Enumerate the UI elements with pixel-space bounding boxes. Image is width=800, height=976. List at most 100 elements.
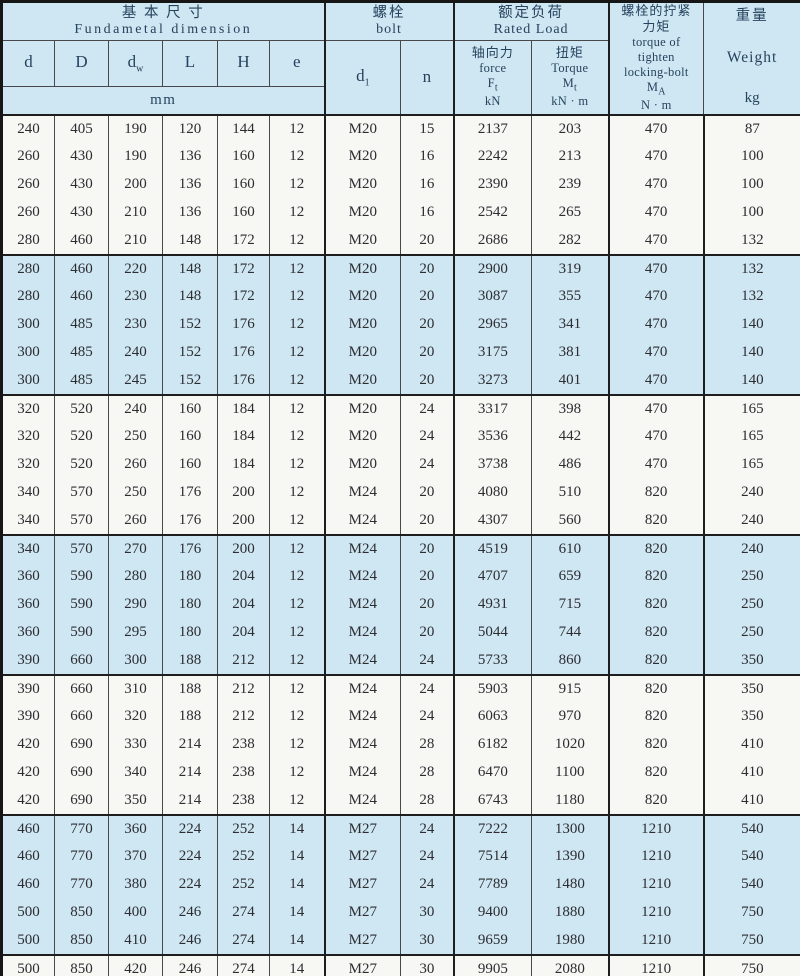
cell-e: 12 [268, 562, 325, 591]
force-unit: kN [484, 94, 501, 109]
cell-n: 20 [400, 282, 454, 311]
cell-D: 590 [54, 562, 109, 591]
cell-d1: M24 [323, 478, 401, 507]
cell-d1: M24 [323, 758, 401, 787]
cell-d: 420 [1, 758, 55, 787]
cell-n: 20 [400, 506, 454, 536]
cell-D: 770 [54, 870, 109, 899]
cell-torque-Mt-kNm: 510 [531, 478, 609, 507]
cell-locking-torque-MA-Nm: 470 [607, 422, 704, 451]
cell-L: 176 [162, 506, 218, 536]
cell-L: 136 [162, 198, 218, 227]
cell-d1: M20 [323, 113, 401, 143]
cell-L: 224 [162, 842, 218, 871]
cell-n: 20 [400, 310, 454, 339]
header-col-axial-force: 轴向力 force Ft kN [452, 40, 532, 115]
table-row: 280 460 210 148 172 12 M20 20 2686 282 470 132 [1, 226, 800, 256]
cell-d: 460 [1, 870, 55, 899]
cell-torque-Mt-kNm: 213 [531, 142, 609, 171]
cell-torque-Mt-kNm: 341 [531, 310, 609, 339]
table-row: 280 460 220 148 172 12 M20 20 2900 319 470 132 [1, 254, 800, 283]
cell-e: 12 [268, 786, 325, 816]
cell-torque-Mt-kNm: 398 [531, 394, 609, 423]
cell-d1: M20 [323, 282, 401, 311]
cell-dw: 350 [108, 786, 163, 816]
cell-n: 28 [400, 730, 454, 759]
weight-en-label: Weight [726, 48, 778, 66]
cell-H: 212 [217, 674, 270, 703]
cell-locking-torque-MA-Nm: 470 [607, 282, 704, 311]
cell-d1: M24 [323, 646, 401, 676]
cell-locking-torque-MA-Nm: 820 [607, 590, 704, 619]
cell-d1: M20 [323, 170, 401, 199]
cell-D: 690 [54, 730, 109, 759]
cell-n: 24 [400, 870, 454, 899]
cell-dw: 290 [108, 590, 163, 619]
force-en-label: force [479, 60, 507, 75]
rated-load-zh-label: 额定负荷 [498, 5, 565, 22]
cell-force-Ft-kN: 7789 [452, 870, 532, 899]
cell-weight-kg: 540 [702, 870, 800, 899]
cell-weight-kg: 140 [702, 338, 800, 367]
cell-torque-Mt-kNm: 2080 [531, 954, 609, 976]
cell-D: 485 [54, 366, 109, 396]
cell-weight-kg: 140 [702, 366, 800, 396]
cell-force-Ft-kN: 4931 [452, 590, 532, 619]
cell-n: 16 [400, 170, 454, 199]
cell-e: 14 [268, 954, 325, 976]
table-row: 320 520 260 160 184 12 M20 24 3738 486 470 165 [1, 450, 800, 479]
cell-dw: 300 [108, 646, 163, 676]
cell-d: 360 [1, 590, 55, 619]
cell-d1: M20 [323, 422, 401, 451]
cell-locking-torque-MA-Nm: 470 [607, 142, 704, 171]
cell-force-Ft-kN: 3738 [452, 450, 532, 479]
cell-D: 590 [54, 618, 109, 647]
cell-d: 360 [1, 562, 55, 591]
cell-L: 148 [162, 226, 218, 256]
cell-e: 12 [268, 198, 325, 227]
cell-torque-Mt-kNm: 1390 [531, 842, 609, 871]
cell-L: 180 [162, 590, 218, 619]
cell-d1: M20 [323, 310, 401, 339]
cell-dw: 380 [108, 870, 163, 899]
locking-unit: N · m [640, 98, 672, 113]
cell-torque-Mt-kNm: 381 [531, 338, 609, 367]
cell-L: 152 [162, 310, 218, 339]
cell-H: 200 [217, 478, 270, 507]
cell-n: 20 [400, 254, 454, 283]
cell-locking-torque-MA-Nm: 1210 [607, 926, 704, 956]
table-row: 260 430 210 136 160 12 M20 16 2542 265 470 100 [1, 198, 800, 227]
cell-H: 274 [217, 926, 270, 956]
cell-torque-Mt-kNm: 715 [531, 590, 609, 619]
table-row: 340 570 250 176 200 12 M24 20 4080 510 820 240 [1, 478, 800, 507]
cell-dw: 410 [108, 926, 163, 956]
table-row: 390 660 300 188 212 12 M24 24 5733 860 820 350 [1, 646, 800, 676]
header-col-L: L [162, 40, 218, 87]
cell-e: 12 [268, 758, 325, 787]
cell-locking-torque-MA-Nm: 470 [607, 394, 704, 423]
torque-unit: kN · m [551, 94, 589, 109]
cell-D: 770 [54, 842, 109, 871]
cell-H: 204 [217, 590, 270, 619]
cell-weight-kg: 250 [702, 618, 800, 647]
cell-e: 12 [268, 674, 325, 703]
cell-n: 20 [400, 338, 454, 367]
cell-weight-kg: 540 [702, 814, 800, 843]
cell-dw: 230 [108, 310, 163, 339]
cell-torque-Mt-kNm: 1180 [531, 786, 609, 816]
torque-en-label: Torque [551, 60, 589, 75]
cell-d: 320 [1, 394, 55, 423]
cell-d1: M24 [323, 618, 401, 647]
cell-e: 12 [268, 478, 325, 507]
cell-D: 405 [54, 113, 109, 143]
cell-weight-kg: 350 [702, 674, 800, 703]
cell-d1: M24 [323, 590, 401, 619]
cell-weight-kg: 100 [702, 170, 800, 199]
cell-force-Ft-kN: 2965 [452, 310, 532, 339]
header-weight: 重量 Weight kg [703, 1, 800, 115]
cell-weight-kg: 132 [702, 226, 800, 256]
cell-locking-torque-MA-Nm: 1210 [607, 954, 704, 976]
cell-L: 120 [162, 113, 218, 143]
cell-force-Ft-kN: 2542 [452, 198, 532, 227]
